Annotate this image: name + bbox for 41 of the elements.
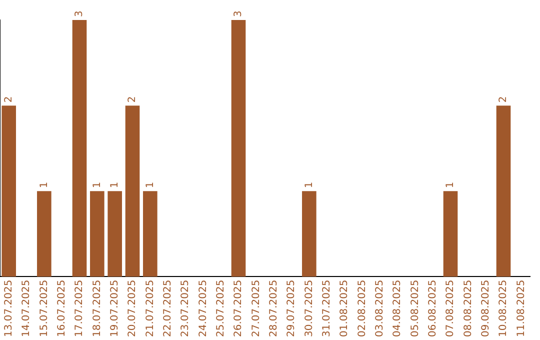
x-tick-label: 09.08.2025 <box>480 280 492 338</box>
x-tick-label: 25.07.2025 <box>215 280 226 338</box>
x-tick-label: 06.08.2025 <box>427 280 438 338</box>
data-label: 2 <box>498 96 510 103</box>
x-tick-label: 22.07.2025 <box>162 280 174 338</box>
x-tick-label: 05.08.2025 <box>410 280 421 338</box>
data-label: 1 <box>144 182 156 188</box>
data-label: 2 <box>3 96 14 103</box>
x-tick-label: 24.07.2025 <box>198 280 209 338</box>
data-label: 1 <box>445 182 456 188</box>
x-tick-label: 14.07.2025 <box>21 280 32 338</box>
x-tick-label: 02.08.2025 <box>356 280 368 338</box>
x-tick-label: 10.08.2025 <box>498 280 510 338</box>
data-label: 3 <box>74 10 86 17</box>
x-tick-label: 20.07.2025 <box>127 280 138 338</box>
x-tick-label: 03.08.2025 <box>374 280 386 338</box>
x-tick-label: 08.08.2025 <box>462 280 474 338</box>
x-tick-label: 26.07.2025 <box>233 280 244 338</box>
data-label: 1 <box>304 182 315 188</box>
x-tick-label: 19.07.2025 <box>109 280 120 338</box>
x-tick-label: 01.08.2025 <box>339 280 350 338</box>
x-tick-label: 17.07.2025 <box>74 280 86 338</box>
x-tick-label: 11.08.2025 <box>516 280 527 338</box>
data-label: 2 <box>127 96 138 103</box>
x-tick-label: 18.07.2025 <box>92 280 103 338</box>
x-tick-label: 21.07.2025 <box>144 280 156 338</box>
x-tick-label: 29.07.2025 <box>286 280 298 338</box>
x-tick-label: 16.07.2025 <box>56 280 68 338</box>
x-tick-label: 04.08.2025 <box>392 280 404 338</box>
x-tick-label: 15.07.2025 <box>38 280 50 338</box>
x-tick-label: 31.07.2025 <box>321 280 332 338</box>
data-label: 1 <box>92 182 103 188</box>
x-tick-label: 28.07.2025 <box>268 280 280 338</box>
data-label: 1 <box>109 182 120 188</box>
x-tick-label: 30.07.2025 <box>304 280 315 338</box>
data-label: 1 <box>38 182 50 188</box>
x-tick-label: 23.07.2025 <box>180 280 192 338</box>
x-tick-label: 27.07.2025 <box>250 280 262 338</box>
data-label: 3 <box>233 10 244 17</box>
x-tick-label: 13.07.2025 <box>3 280 14 338</box>
x-tick-label: 07.08.2025 <box>445 280 456 338</box>
